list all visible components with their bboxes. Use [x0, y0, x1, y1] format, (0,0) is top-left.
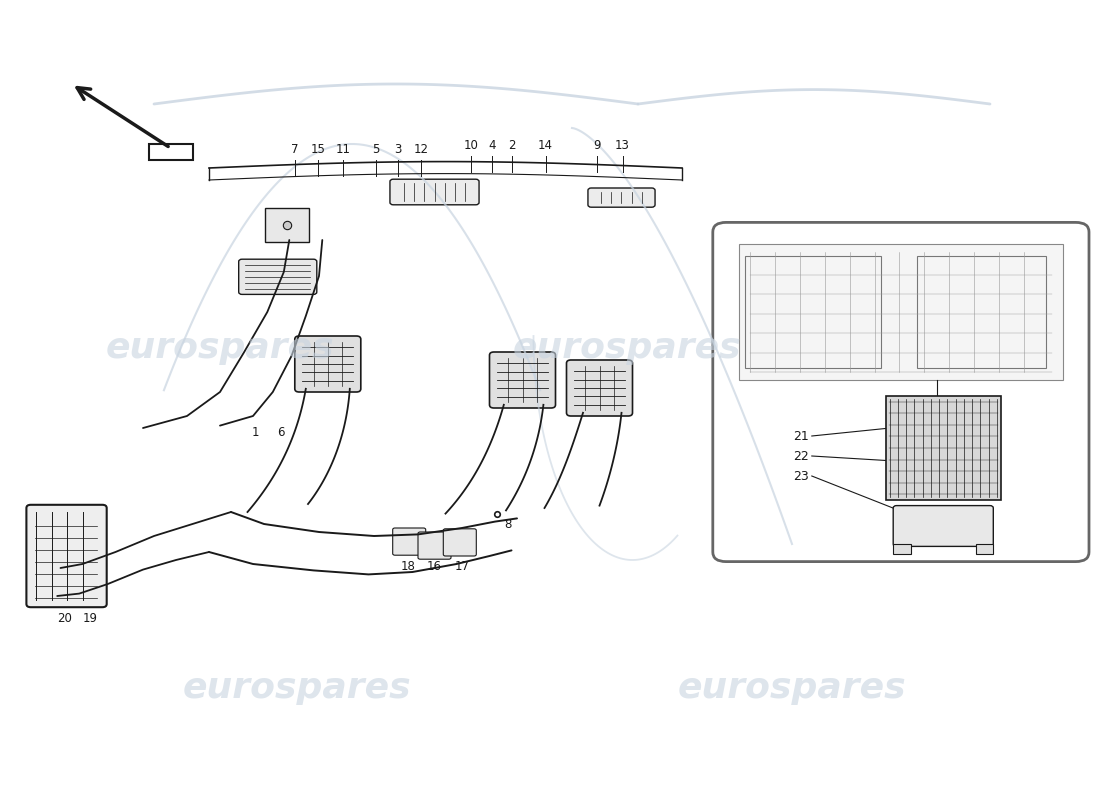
Text: 23: 23	[793, 470, 808, 482]
FancyBboxPatch shape	[390, 179, 480, 205]
FancyBboxPatch shape	[418, 532, 451, 559]
Text: 19: 19	[82, 612, 98, 625]
FancyBboxPatch shape	[893, 544, 911, 554]
Text: eurospares: eurospares	[513, 331, 741, 365]
Text: 4: 4	[488, 139, 495, 152]
FancyBboxPatch shape	[393, 528, 426, 555]
Text: 5: 5	[373, 143, 380, 156]
FancyBboxPatch shape	[295, 336, 361, 392]
Text: 20: 20	[57, 612, 73, 625]
Text: 10: 10	[463, 139, 478, 152]
FancyBboxPatch shape	[739, 244, 1063, 380]
FancyBboxPatch shape	[26, 505, 107, 607]
Text: eurospares: eurospares	[106, 331, 334, 365]
FancyBboxPatch shape	[713, 222, 1089, 562]
FancyBboxPatch shape	[587, 188, 654, 207]
Text: 3: 3	[395, 143, 402, 156]
Text: 15: 15	[310, 143, 326, 156]
FancyBboxPatch shape	[148, 144, 192, 160]
Text: 7: 7	[292, 143, 298, 156]
Text: 22: 22	[793, 450, 808, 462]
Text: 18: 18	[400, 560, 416, 573]
Text: 1: 1	[252, 426, 258, 438]
FancyBboxPatch shape	[443, 529, 476, 556]
FancyBboxPatch shape	[265, 208, 309, 242]
Text: 12: 12	[414, 143, 429, 156]
Text: 16: 16	[427, 560, 442, 573]
Text: 21: 21	[793, 430, 808, 442]
FancyBboxPatch shape	[893, 506, 993, 546]
FancyBboxPatch shape	[886, 396, 1001, 500]
Text: 17: 17	[454, 560, 470, 573]
Text: 11: 11	[336, 143, 351, 156]
FancyBboxPatch shape	[239, 259, 317, 294]
Text: eurospares: eurospares	[678, 671, 906, 705]
FancyBboxPatch shape	[976, 544, 993, 554]
Text: 2: 2	[508, 139, 515, 152]
Text: 14: 14	[538, 139, 553, 152]
Text: 8: 8	[505, 518, 512, 531]
FancyBboxPatch shape	[490, 352, 556, 408]
Text: 9: 9	[594, 139, 601, 152]
Text: 6: 6	[277, 426, 284, 438]
Text: eurospares: eurospares	[183, 671, 411, 705]
Text: 13: 13	[615, 139, 630, 152]
FancyBboxPatch shape	[566, 360, 632, 416]
